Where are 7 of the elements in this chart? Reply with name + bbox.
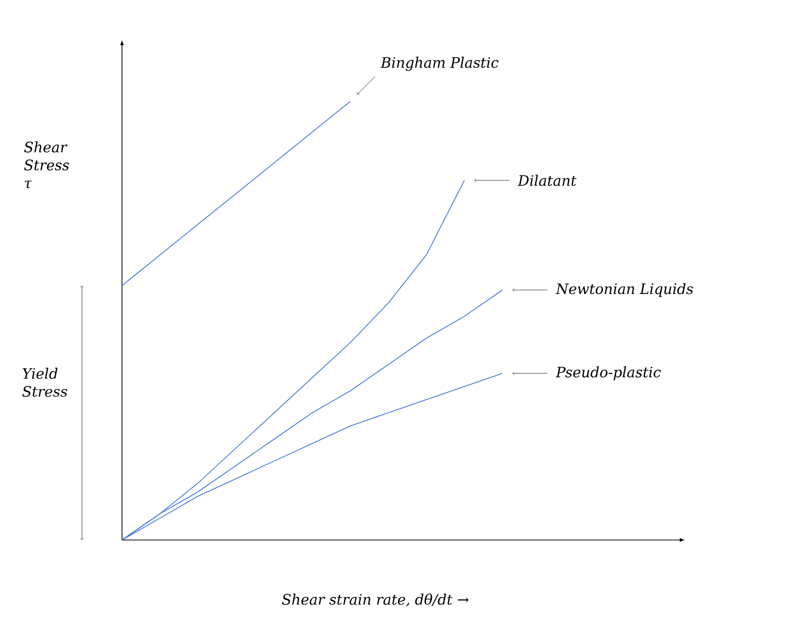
text: Dilatant — [518, 174, 576, 186]
y-axis-title: Shear Stress τ — [24, 141, 69, 188]
text: Newtonian Liquids — [556, 283, 694, 297]
text: Pseudo-plastic — [556, 366, 661, 380]
text: Bingham Plastic — [380, 56, 499, 71]
text: Yield Stress — [22, 368, 68, 397]
x-axis-title: Shear strain rate, dθ/dt → — [282, 594, 469, 607]
